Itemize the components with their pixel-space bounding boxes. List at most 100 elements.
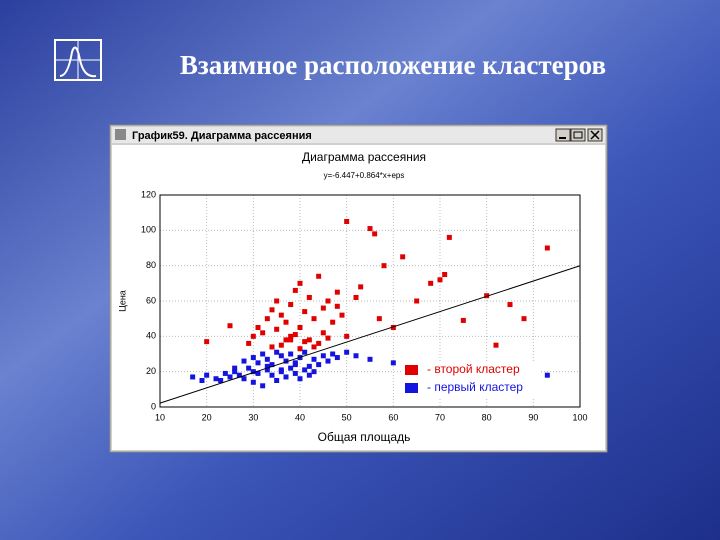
point <box>264 363 270 369</box>
x-tick-label: 100 <box>572 412 587 422</box>
y-tick-label: 80 <box>146 260 156 270</box>
window-buttons[interactable] <box>555 128 603 142</box>
point <box>250 333 256 339</box>
point <box>306 372 312 378</box>
point <box>260 383 266 389</box>
point <box>227 374 233 380</box>
x-tick-label: 20 <box>202 412 212 422</box>
x-tick-label: 70 <box>435 412 445 422</box>
point <box>255 360 261 366</box>
point <box>446 234 452 240</box>
point <box>325 358 331 364</box>
point <box>274 349 280 355</box>
x-tick-label: 40 <box>295 412 305 422</box>
point <box>372 231 378 237</box>
point <box>344 219 350 224</box>
point <box>283 374 289 380</box>
point <box>442 272 448 277</box>
x-tick-label: 60 <box>388 412 398 422</box>
point <box>507 302 513 308</box>
point <box>311 344 317 350</box>
point <box>204 372 210 378</box>
point <box>390 360 396 366</box>
point <box>311 356 317 362</box>
x-axis-label: Общая площадь <box>318 430 411 444</box>
point <box>484 293 490 299</box>
point <box>250 355 256 361</box>
point <box>358 284 364 290</box>
point <box>311 316 317 322</box>
x-tick-label: 50 <box>342 412 352 422</box>
point <box>339 312 345 318</box>
point <box>260 351 266 357</box>
point <box>353 353 359 359</box>
point <box>199 378 205 383</box>
legend-box <box>401 361 539 397</box>
point <box>288 365 294 371</box>
legend-swatch <box>405 383 418 393</box>
point <box>236 372 242 378</box>
point <box>283 358 289 364</box>
y-tick-label: 60 <box>146 295 156 305</box>
point <box>278 353 284 359</box>
x-tick-label: 90 <box>528 412 538 422</box>
point <box>400 254 406 260</box>
point <box>250 369 256 375</box>
point <box>269 372 275 378</box>
point <box>320 330 326 336</box>
y-tick-label: 120 <box>141 189 156 199</box>
point <box>288 302 294 308</box>
x-tick-label: 80 <box>482 412 492 422</box>
point <box>269 307 275 313</box>
point <box>297 346 303 352</box>
point <box>334 355 340 361</box>
regression-line <box>159 265 581 404</box>
logo <box>54 39 102 81</box>
point <box>330 319 336 325</box>
point <box>437 277 443 283</box>
point <box>274 378 280 383</box>
point <box>288 333 294 339</box>
point <box>320 353 326 359</box>
point <box>381 263 387 269</box>
point <box>288 351 294 357</box>
point <box>241 376 247 382</box>
window-title: График59. Диаграмма рассеяния <box>132 130 312 142</box>
window-icon <box>115 129 126 140</box>
point <box>302 339 308 345</box>
point <box>292 362 298 368</box>
point <box>460 317 466 323</box>
legend-swatch <box>405 365 418 375</box>
point <box>278 367 284 373</box>
point <box>302 309 308 315</box>
point <box>302 349 308 355</box>
plot-frame <box>159 194 581 408</box>
point <box>306 337 312 343</box>
point <box>320 305 326 311</box>
point <box>288 337 294 343</box>
point <box>292 370 298 376</box>
point <box>255 325 261 330</box>
point <box>302 367 308 373</box>
point <box>278 312 284 318</box>
x-tick-label: 30 <box>248 412 258 422</box>
y-tick-label: 40 <box>146 331 156 341</box>
point <box>292 287 298 293</box>
point <box>269 362 275 368</box>
point <box>390 325 396 330</box>
point <box>376 316 382 322</box>
point <box>325 298 331 304</box>
point <box>264 367 270 373</box>
x-tick-label: 10 <box>155 412 165 422</box>
y-tick-label: 20 <box>146 366 156 376</box>
point <box>227 323 233 329</box>
point <box>306 294 312 300</box>
point <box>218 378 224 383</box>
point <box>544 245 550 251</box>
point <box>344 349 350 355</box>
point <box>334 289 340 295</box>
point <box>190 374 196 380</box>
point <box>297 280 303 286</box>
point <box>325 335 331 341</box>
